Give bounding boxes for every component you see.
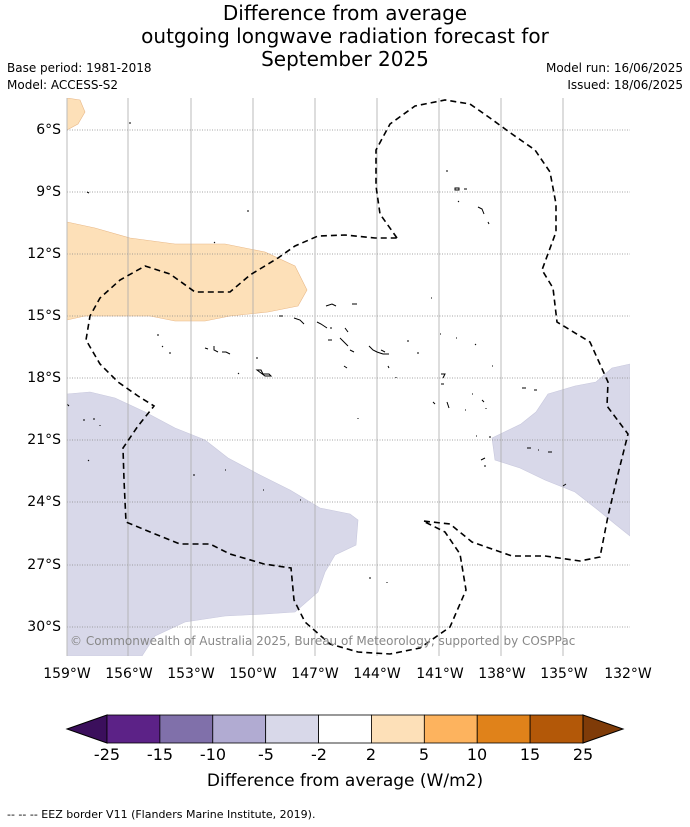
meta-left: Base period: 1981-2018 Model: ACCESS-S2 <box>7 60 152 94</box>
lon-label: 156°W <box>105 666 153 682</box>
colorbar-bins <box>106 714 584 744</box>
colorbar-bin <box>529 714 584 744</box>
lon-label: 150°W <box>229 666 277 682</box>
lon-label: 147°W <box>291 666 339 682</box>
island <box>339 337 349 347</box>
island <box>481 399 485 403</box>
colorbar-tick-label: -2 <box>311 745 327 764</box>
colorbar-tick-label: -15 <box>146 745 174 764</box>
colorbar-tick-label: -5 <box>258 745 274 764</box>
eez-border <box>85 99 629 655</box>
island <box>344 327 349 333</box>
island <box>343 365 348 369</box>
longitude-gridlines <box>127 98 564 656</box>
colorbar-title: Difference from average (W/m2) <box>206 771 484 791</box>
title-line-2: outgoing longwave radiation forecast for <box>141 24 549 48</box>
island <box>454 187 460 191</box>
colorbar-above-arrow <box>582 714 625 744</box>
colorbar-bin <box>159 714 214 744</box>
colorbar-bin <box>371 714 425 744</box>
lon-label: 144°W <box>353 666 401 682</box>
colorbar-tick-label: -25 <box>93 745 121 764</box>
lon-label: 135°W <box>540 666 588 682</box>
map-area <box>67 98 630 656</box>
island <box>432 401 436 405</box>
lat-label: 21°S <box>27 432 61 448</box>
colorbar-tick-label: -10 <box>199 745 227 764</box>
title-line-3: September 2025 <box>261 47 429 71</box>
model-name: Model: ACCESS-S2 <box>7 78 119 92</box>
island <box>487 221 490 225</box>
lon-label: 138°W <box>478 666 526 682</box>
colorbar-bin <box>318 714 372 744</box>
colorbar-bin <box>423 714 478 744</box>
lon-label: 153°W <box>167 666 215 682</box>
model-run: Model run: 16/06/2025 <box>545 61 683 75</box>
island <box>441 373 446 379</box>
island <box>204 347 209 350</box>
colorbar-bin <box>106 714 161 744</box>
island <box>457 200 460 203</box>
lat-label: 18°S <box>27 370 61 386</box>
islands <box>67 122 567 583</box>
colorbar-tick-label: 15 <box>519 745 541 764</box>
colorbar-tick-label: 25 <box>572 745 594 764</box>
map-title: Difference from average outgoing longwav… <box>0 2 690 71</box>
island <box>316 321 328 329</box>
island <box>480 457 486 461</box>
lat-label: 9°S <box>36 184 61 200</box>
island <box>255 369 273 377</box>
colorbar-tick-label: 5 <box>418 745 430 764</box>
island <box>213 241 216 244</box>
title-line-1: Difference from average <box>222 1 468 25</box>
island <box>293 317 305 325</box>
lat-label: 6°S <box>36 122 61 138</box>
lat-label: 15°S <box>27 308 61 324</box>
colorbar-tick-label: 10 <box>466 745 488 764</box>
colorbar-bin <box>476 714 531 744</box>
island <box>222 351 231 355</box>
island <box>161 345 164 348</box>
lat-label: 30°S <box>27 619 61 635</box>
island <box>446 401 450 409</box>
anomaly-region-positive-band <box>67 221 308 322</box>
island <box>87 459 90 462</box>
colorbar-below-arrow <box>65 714 108 744</box>
island <box>213 346 219 353</box>
island <box>325 303 337 307</box>
issued-date: Issued: 18/06/2025 <box>567 78 683 92</box>
lon-label: 159°W <box>43 666 91 682</box>
colorbar-bin <box>265 714 319 744</box>
island <box>477 206 485 215</box>
anomaly-region-negative-west <box>67 391 359 656</box>
base-period: Base period: 1981-2018 <box>7 61 152 75</box>
lon-label: 132°W <box>604 666 652 682</box>
anomaly-region-negative-east <box>491 363 630 537</box>
lat-label: 24°S <box>27 494 61 510</box>
lat-label: 27°S <box>27 557 61 573</box>
island <box>562 483 567 487</box>
island <box>474 343 477 346</box>
meta-right: Model run: 16/06/2025 Issued: 18/06/2025 <box>546 60 683 94</box>
island <box>387 365 390 369</box>
island <box>368 345 389 355</box>
anomaly-region-positive-corner <box>67 98 86 131</box>
island <box>380 349 386 353</box>
colorbar-tick-label: 2 <box>365 745 377 764</box>
lon-label: 141°W <box>416 666 464 682</box>
copyright: © Commonwealth of Australia 2025, Bureau… <box>70 634 576 648</box>
footnote: -- -- -- EEZ border V11 (Flanders Marine… <box>7 808 316 821</box>
island <box>349 349 355 353</box>
island <box>237 372 240 375</box>
colorbar-bin <box>212 714 267 744</box>
colorbar <box>65 714 625 744</box>
lat-label: 12°S <box>27 246 61 262</box>
island <box>86 191 90 194</box>
